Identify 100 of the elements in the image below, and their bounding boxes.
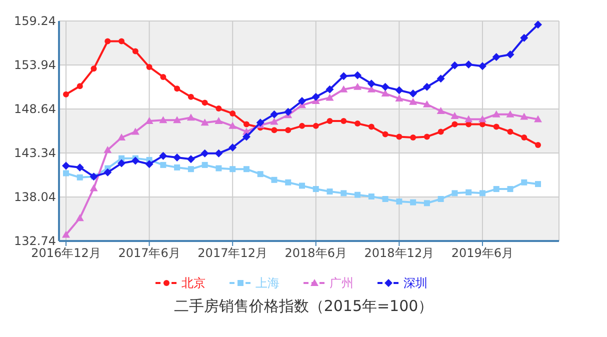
point xyxy=(228,144,237,152)
x-tick-label: 2017年6月 xyxy=(118,246,180,260)
point xyxy=(146,64,152,70)
point xyxy=(298,97,306,106)
y-tick-label: 159.24 xyxy=(14,14,56,28)
point xyxy=(493,186,500,192)
point xyxy=(131,156,140,165)
point xyxy=(243,121,250,128)
point xyxy=(382,131,388,138)
x-tick-label: 2019年6月 xyxy=(451,246,514,260)
legend-label: 北京 xyxy=(182,276,206,290)
point xyxy=(422,100,431,108)
legend-label: 上海 xyxy=(256,276,280,290)
point xyxy=(396,134,402,140)
point xyxy=(340,85,348,92)
point xyxy=(131,128,140,135)
point xyxy=(424,200,430,206)
y-tick-label: 148.64 xyxy=(14,102,56,116)
point xyxy=(104,168,112,176)
point xyxy=(312,186,319,192)
point xyxy=(216,165,222,172)
y-tick-label: 153.94 xyxy=(14,58,56,72)
point xyxy=(492,110,500,118)
point xyxy=(118,134,126,141)
point xyxy=(340,118,347,124)
point xyxy=(340,190,347,196)
point xyxy=(242,132,250,141)
point xyxy=(90,66,97,72)
point xyxy=(132,48,138,54)
point xyxy=(188,94,194,100)
point xyxy=(479,190,486,196)
point xyxy=(230,166,236,172)
point xyxy=(200,118,209,126)
point xyxy=(256,118,264,127)
point xyxy=(299,182,305,189)
point xyxy=(368,124,374,130)
point xyxy=(200,149,209,158)
point xyxy=(173,153,182,162)
point xyxy=(409,90,418,98)
x-tick-label: 2016年12月 xyxy=(31,246,101,260)
point xyxy=(534,115,542,122)
point xyxy=(507,186,514,192)
point xyxy=(396,198,402,204)
point xyxy=(202,100,208,106)
point xyxy=(535,181,541,188)
point xyxy=(228,122,237,129)
point xyxy=(535,142,541,148)
point xyxy=(409,98,418,105)
point xyxy=(326,118,333,124)
point xyxy=(271,127,278,134)
point xyxy=(186,155,195,164)
point xyxy=(174,164,180,170)
point xyxy=(395,94,404,102)
point xyxy=(424,134,430,140)
point xyxy=(118,159,126,168)
point xyxy=(312,92,320,101)
point xyxy=(76,214,84,222)
point xyxy=(354,120,361,126)
point xyxy=(90,184,98,192)
point xyxy=(243,166,250,172)
x-tick-label: 2018年6月 xyxy=(284,246,347,260)
point xyxy=(271,176,278,183)
point xyxy=(381,82,390,91)
point xyxy=(520,34,528,42)
point xyxy=(438,196,444,202)
point xyxy=(354,192,361,198)
point xyxy=(395,86,404,94)
point xyxy=(76,83,83,90)
point xyxy=(354,82,362,90)
point xyxy=(299,122,305,129)
point xyxy=(354,71,362,80)
point xyxy=(216,106,222,112)
legend-label: 深圳 xyxy=(404,276,428,290)
point xyxy=(76,163,84,172)
point xyxy=(270,110,278,118)
point xyxy=(450,112,459,119)
y-tick-label: 143.34 xyxy=(14,146,56,160)
point xyxy=(202,162,208,168)
point xyxy=(257,171,264,178)
point xyxy=(284,108,292,116)
point xyxy=(76,174,83,180)
point xyxy=(507,128,514,135)
point xyxy=(436,106,445,114)
point xyxy=(285,127,292,134)
point xyxy=(63,170,69,176)
point xyxy=(62,230,70,238)
point xyxy=(521,179,528,186)
point xyxy=(368,194,374,200)
point xyxy=(506,50,514,59)
point xyxy=(452,121,458,128)
point xyxy=(382,196,388,202)
point xyxy=(521,134,528,141)
point xyxy=(381,90,390,97)
point xyxy=(422,82,431,91)
point xyxy=(367,80,376,88)
point xyxy=(410,134,416,141)
point xyxy=(326,85,334,94)
point xyxy=(326,94,334,101)
point xyxy=(340,72,348,80)
point xyxy=(464,60,473,68)
